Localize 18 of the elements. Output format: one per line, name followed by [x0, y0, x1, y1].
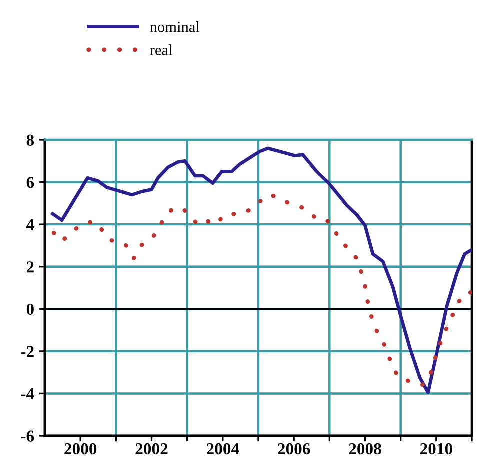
y-tick-label: 4: [26, 219, 34, 230]
x-tick-label: 2002: [136, 443, 168, 455]
y-tick-label: 8: [26, 134, 34, 146]
legend-label: real: [150, 44, 172, 56]
legend-label: nominal: [150, 22, 200, 32]
x-tick-label: 2006: [278, 443, 310, 455]
y-tick-label: 0: [26, 304, 34, 316]
y-tick-label: -2: [21, 346, 34, 358]
y-tick-label: -6: [21, 430, 34, 442]
y-tick-label: -4: [21, 388, 34, 400]
line-series: [51, 146, 472, 394]
y-tick-label: 6: [26, 177, 34, 188]
x-tick-label: 2004: [206, 443, 240, 455]
x-tick-label: 2000: [64, 443, 97, 455]
line-series: [52, 194, 472, 388]
x-tick-label: 2008: [349, 443, 382, 455]
y-tick-label: 2: [26, 262, 34, 273]
x-tick-label: 2010: [420, 443, 452, 455]
